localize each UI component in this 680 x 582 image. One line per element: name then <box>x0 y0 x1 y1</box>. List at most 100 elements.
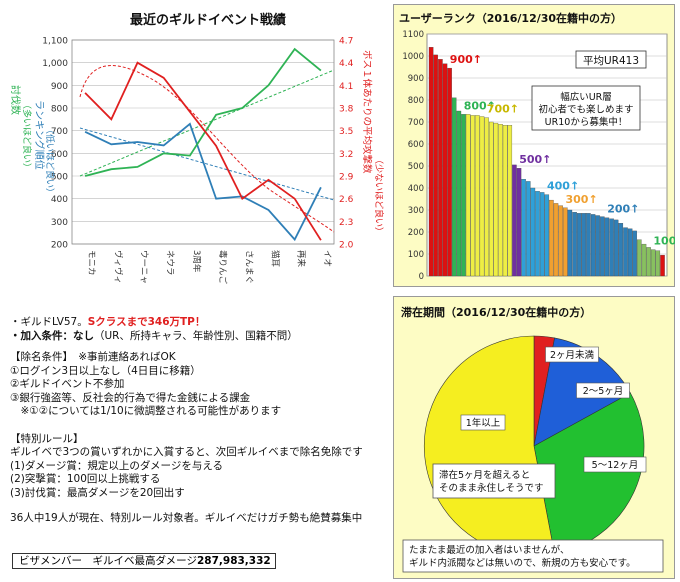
pie-slices <box>423 335 645 557</box>
pie-callout-line: そのまま永住しそうです <box>439 482 544 494</box>
y-tick-label: 500 <box>408 162 424 172</box>
bar <box>595 215 600 277</box>
pie-footer-line: ギルド内派閥などは無いので、新規の方も安心です。 <box>409 557 636 569</box>
callout-box <box>531 85 641 131</box>
y-tick-label: 800 <box>408 96 424 106</box>
right-axis-sub: （少ないほど良い） <box>373 155 385 236</box>
bar <box>456 110 462 277</box>
bar <box>442 63 448 277</box>
avg-label-box <box>575 50 647 69</box>
red-trend-curve <box>79 65 335 233</box>
bar <box>535 191 540 277</box>
series-line <box>84 122 322 242</box>
left-tick-label: 700 <box>51 127 68 137</box>
y-tick-label: 700 <box>408 118 424 128</box>
bar <box>433 54 438 277</box>
left-tick-label: 600 <box>51 150 68 160</box>
y-tick-label: 0 <box>419 272 424 282</box>
y-tick-label: 300 <box>408 206 424 216</box>
bar <box>637 239 642 277</box>
pie-callout-text: 滞在5ヶ月を超えるとそのまま永住しそうです <box>439 469 544 494</box>
left-tick-label: 300 <box>51 218 68 228</box>
bar-annotation: 700↑ <box>487 103 519 116</box>
bar <box>526 181 531 277</box>
pie-label-box <box>576 382 630 399</box>
stay-period-title: 滞在期間（2016/12/30在籍中の方） <box>401 305 591 319</box>
right-tick-label: 4.7 <box>339 37 353 47</box>
right-tick-label: 2.0 <box>339 241 354 251</box>
left-sub-green: （多いほど良い） <box>21 100 33 172</box>
line-chart-plot-frame <box>71 39 335 245</box>
series-line <box>84 61 322 241</box>
left-sub-blue: （低いほど良い） <box>44 125 56 197</box>
line-series <box>84 47 322 242</box>
bar <box>549 199 554 277</box>
pie-label-box <box>460 414 506 431</box>
category-label: モニカ <box>86 250 96 276</box>
pie-label: 1年以上 <box>466 417 501 429</box>
right-axis-label: ボス１体あたりの平均攻撃数 <box>361 50 373 174</box>
note-join: ・加入条件：なし（UR、所持キャラ、年齢性別、国籍不問） <box>10 330 390 344</box>
bar-annotation: 500↑ <box>519 153 551 166</box>
note-members: 36人中19人が現在、特別ルール対象者。ギルイベだけガチ勢も絶賛募集中 <box>10 512 363 524</box>
left-tick-label: 1,000 <box>42 59 68 69</box>
max-damage-value: 287,983,332 <box>196 555 271 567</box>
stay-period-pie-chart: 滞在期間（2016/12/30在籍中の方） 2ヶ月未満 2〜5ヶ月 5〜12ヶ月 1年… <box>401 305 664 573</box>
bar <box>470 115 475 277</box>
bar <box>660 254 665 277</box>
bar <box>516 168 522 277</box>
callout-line: 初心者でも楽しめます <box>538 104 633 116</box>
bar <box>609 218 614 277</box>
y-tick-label: 600 <box>408 140 424 150</box>
left-axis-ticks: 1,100 1,000 900 800 700 600 500 400 300 200 <box>42 37 68 251</box>
category-label: ウーニャ <box>139 250 149 284</box>
bar <box>521 179 526 277</box>
pie-footer-box <box>402 539 664 573</box>
bar <box>512 164 517 277</box>
bar <box>553 203 559 277</box>
line-chart-grid <box>72 39 334 245</box>
category-label: 3周年 <box>191 250 202 273</box>
note-level: ・ギルドLV57。Sクラスまで346万TP！ <box>10 316 390 330</box>
left-tick-label: 500 <box>51 173 68 183</box>
bar <box>530 187 536 277</box>
right-tick-label: 2.6 <box>339 195 354 205</box>
pie-footer-text: たまたま最近の加入者はいませんが、ギルド内派閥などは無いので、新規の方も安心です… <box>409 544 636 569</box>
bar <box>498 124 503 277</box>
note-special-desc: ギルイベで3つの賞いずれかに入賞すると、次回ギルイベまで除名免除です <box>10 446 363 458</box>
line-chart-title: 最近のギルドイベント戦績 <box>130 12 286 28</box>
callout-line: 幅広いUR層 <box>560 91 612 103</box>
pie-label-box <box>545 346 599 363</box>
guild-event-line-chart: 最近のギルドイベント戦績 1,100 1,000 900 800 700 600 500 40… <box>9 12 385 285</box>
category-label: 再来 <box>296 250 306 268</box>
pie-label: 2〜5ヶ月 <box>583 386 624 397</box>
y-tick-label: 1100 <box>402 30 424 40</box>
bar-annotation: 300↑ <box>566 193 598 206</box>
bar <box>563 207 568 277</box>
bar <box>613 219 619 277</box>
note-removal-remark: ※①②については1/10に微調整される可能性があります <box>10 405 282 417</box>
blue-trend-line <box>79 127 335 201</box>
bar <box>447 67 452 277</box>
category-label: ヴィヴィ <box>112 250 123 284</box>
right-tick-label: 4.1 <box>339 82 353 92</box>
pie-label: 5〜12ヶ月 <box>592 460 639 471</box>
y-tick-label: 900 <box>408 74 424 84</box>
bar <box>641 243 647 277</box>
bar-annotations: 900↑ 800↑700↑ 500↑ 400↑300↑ 200↑ 100↑ <box>450 53 675 248</box>
bar <box>465 114 471 277</box>
pie-callout-line: 滞在5ヶ月を超えると <box>439 469 530 481</box>
left-label-blue: ランキング順位 <box>33 100 46 170</box>
note-removal-2: ②ギルドイベント不参加 <box>10 378 125 390</box>
y-tick-label: 200 <box>408 228 424 238</box>
left-tick-label: 900 <box>51 82 68 92</box>
bar <box>586 213 591 277</box>
note-removal-1: ①ログイン3日以上なし（4日目に移籍） <box>10 364 201 377</box>
right-tick-label: 3.2 <box>339 150 353 160</box>
bar <box>567 209 573 277</box>
bar-annotation: 100↑ <box>653 235 675 248</box>
category-label: 毒りんご <box>217 250 228 285</box>
bar <box>558 205 563 277</box>
user-rank-title: ユーザーランク（2016/12/30在籍中の方） <box>399 11 622 25</box>
bar <box>632 230 637 277</box>
